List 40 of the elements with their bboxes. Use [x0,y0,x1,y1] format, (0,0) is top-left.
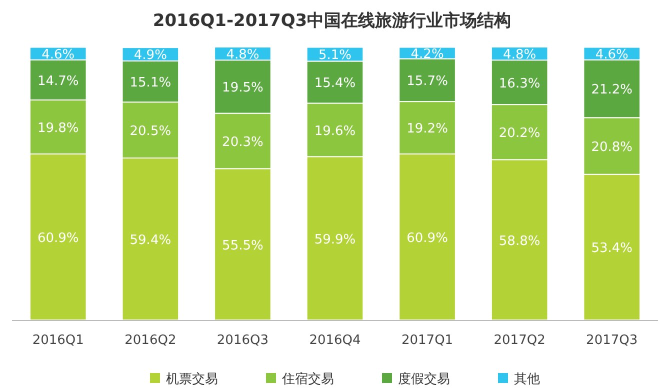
data-label: 20.5% [130,124,172,140]
data-label: 14.7% [37,74,79,89]
data-label: 59.9% [314,232,356,248]
data-label: 4.8% [503,48,536,63]
x-tick-label: 2017Q1 [401,333,454,348]
data-label: 4.8% [226,48,260,63]
x-tick-label: 2017Q2 [494,333,546,348]
data-label: 60.9% [37,230,79,246]
data-label: 21.2% [591,82,633,98]
data-label: 4.9% [134,48,167,64]
legend-label: 住宿交易 [281,371,334,387]
data-label: 60.9% [406,230,448,246]
data-label: 15.7% [406,74,448,90]
data-label: 55.5% [222,238,264,254]
data-label: 4.6% [42,48,75,63]
data-label: 19.6% [314,124,356,139]
data-label: 16.3% [498,76,540,92]
legend-label: 其他 [514,372,540,387]
chart-title: 2016Q1-2017Q3中国在线旅游行业市场结构 [152,11,512,31]
data-label: 15.4% [314,76,356,92]
legend-label: 机票交易 [166,371,218,387]
x-tick-label: 2016Q1 [32,333,84,348]
data-label: 19.8% [37,120,79,136]
x-tick-label: 2016Q4 [309,333,361,348]
data-label: 4.6% [595,48,628,63]
data-label: 58.8% [498,234,540,249]
data-label: 20.3% [222,134,264,150]
x-tick-label: 2017Q3 [586,333,638,348]
x-tick-label: 2016Q2 [124,333,176,348]
data-label: 20.2% [498,126,540,142]
data-label: 53.4% [591,241,633,256]
data-label: 19.5% [222,80,264,96]
data-label: 19.2% [406,122,448,137]
data-label: 59.4% [130,233,172,248]
data-label: 15.1% [130,76,172,90]
legend-label: 度假交易 [398,371,450,387]
data-label: 5.1% [318,48,352,64]
data-label: 20.8% [591,140,633,155]
x-tick-label: 2016Q3 [216,333,269,348]
data-label: 4.2% [410,47,444,62]
